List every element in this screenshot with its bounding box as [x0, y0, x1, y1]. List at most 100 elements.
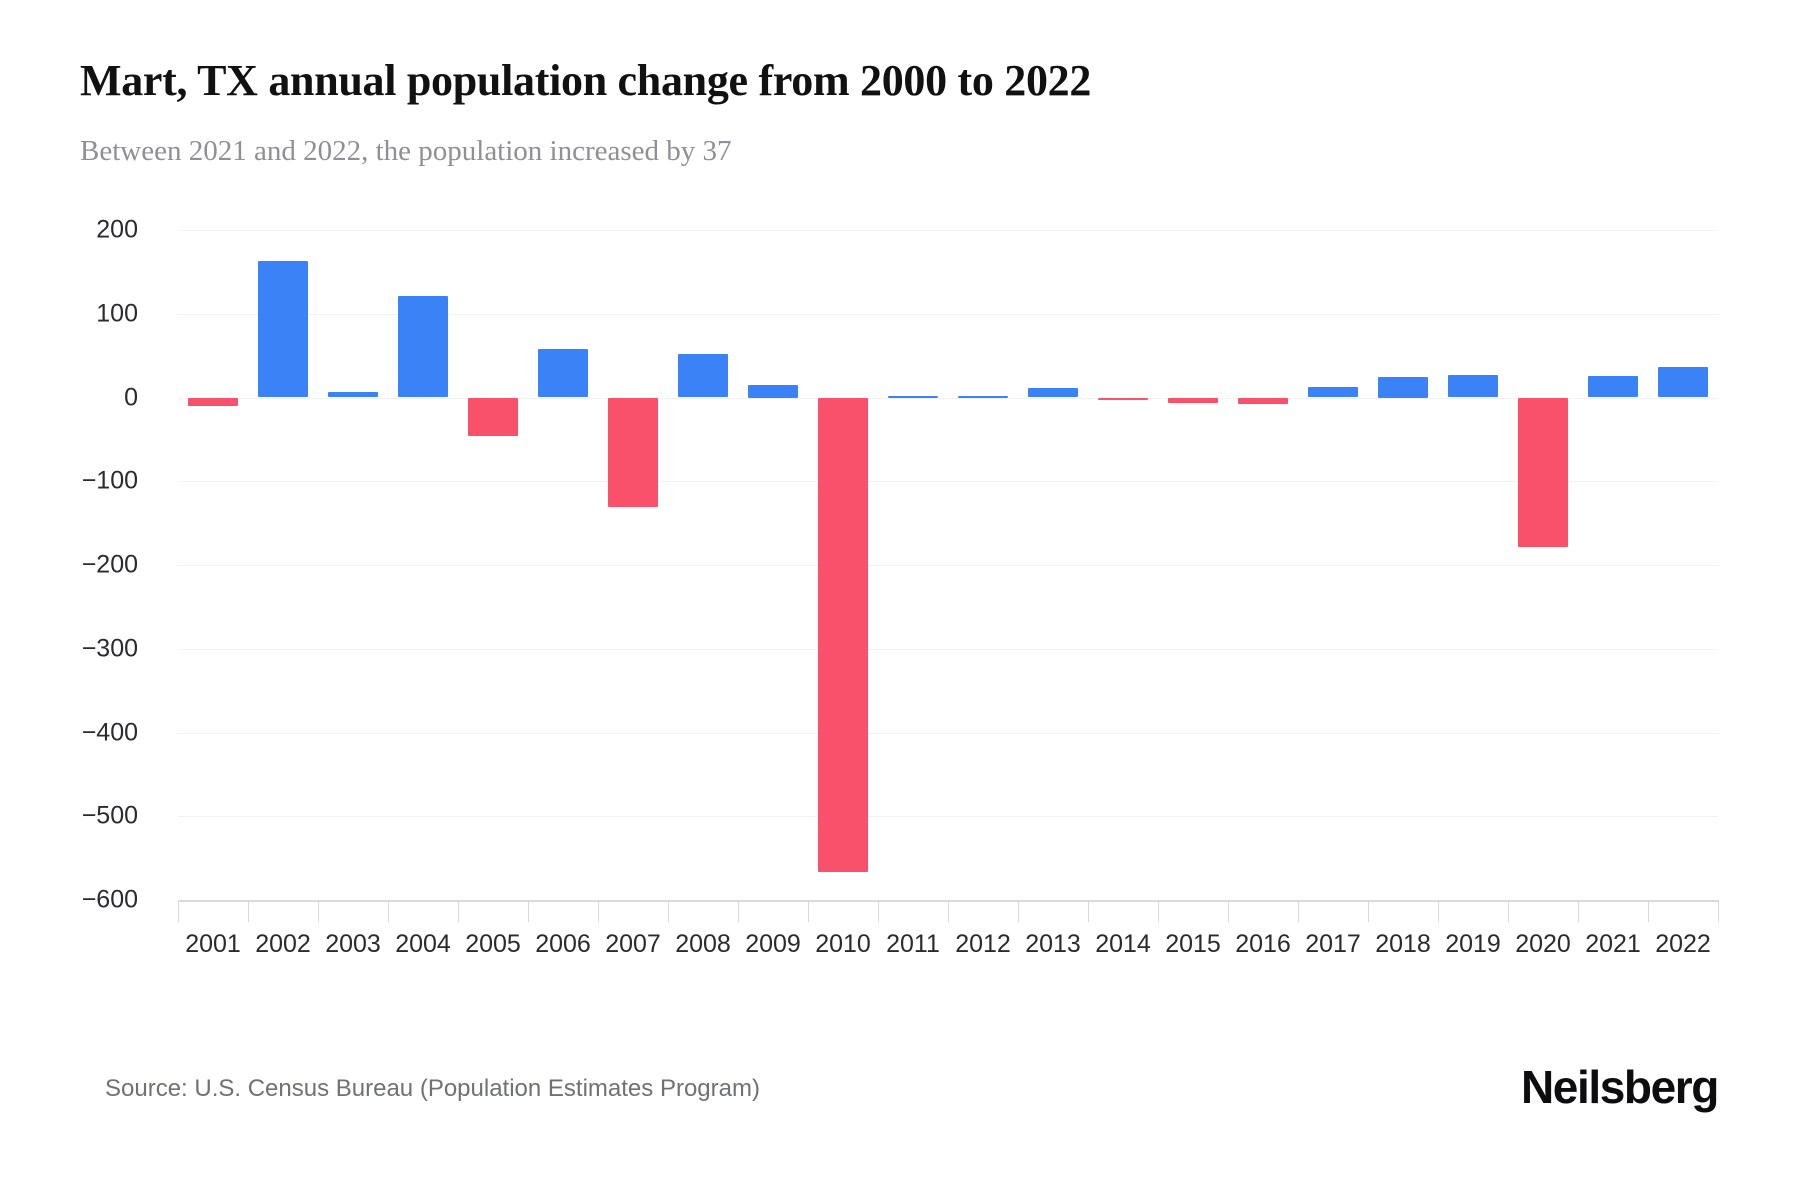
gridline — [178, 230, 1718, 231]
bar-slot[interactable] — [598, 230, 668, 900]
bar-slot[interactable] — [178, 230, 248, 900]
bar-slot[interactable] — [1508, 230, 1578, 900]
bar[interactable] — [1587, 375, 1639, 398]
bar-slot[interactable] — [668, 230, 738, 900]
bar[interactable] — [677, 353, 729, 398]
bar[interactable] — [397, 296, 449, 398]
bar-slot[interactable] — [738, 230, 808, 900]
x-axis-tick — [738, 900, 739, 922]
bar[interactable] — [607, 397, 659, 508]
x-axis-tick-label: 2018 — [1375, 930, 1431, 958]
x-axis-tick — [248, 900, 249, 922]
y-axis-tick-label: 0 — [124, 383, 138, 411]
y-axis-tick-label: −300 — [81, 634, 138, 663]
bar-slot[interactable] — [1368, 230, 1438, 900]
x-axis-tick — [1298, 900, 1299, 922]
bar[interactable] — [327, 391, 379, 398]
bar-slot[interactable] — [878, 230, 948, 900]
plot-area — [178, 230, 1718, 902]
x-axis-labels: 2001 2002 2003 2004 2005 2006 2007 2008 2009 2010… — [178, 930, 1718, 970]
x-axis-tick — [458, 900, 459, 922]
bar[interactable] — [1167, 397, 1219, 403]
bar[interactable] — [1447, 374, 1499, 398]
x-axis-tick-label: 2009 — [745, 930, 801, 958]
bar-slot[interactable] — [318, 230, 388, 900]
y-axis-tick-label: 100 — [96, 299, 138, 328]
brand-logo: Neilsberg — [1520, 1061, 1719, 1113]
x-axis-tick-label: 2015 — [1165, 930, 1221, 958]
x-axis-tick — [388, 900, 389, 922]
x-axis-tick — [1718, 900, 1719, 922]
gridline — [178, 565, 1718, 566]
source-note: Source: U.S. Census Bureau (Population E… — [105, 1075, 760, 1102]
x-axis-tick-label: 2007 — [605, 930, 661, 958]
bar-slot[interactable] — [458, 230, 528, 900]
x-axis-tick — [1438, 900, 1439, 922]
x-axis-tick-label: 2008 — [675, 930, 731, 958]
bar[interactable] — [887, 395, 939, 398]
y-axis-tick-label: −100 — [81, 466, 138, 495]
x-axis-tick-label: 2011 — [886, 930, 940, 958]
bar[interactable] — [187, 397, 239, 406]
x-axis-tick — [808, 900, 809, 922]
x-axis-tick — [1018, 900, 1019, 922]
x-axis-tick-label: 2001 — [185, 930, 241, 958]
gridline — [178, 648, 1718, 650]
x-axis-tick — [528, 900, 529, 922]
bar-slot[interactable] — [248, 230, 318, 900]
bar-slot[interactable] — [1298, 230, 1368, 900]
bar[interactable] — [1517, 397, 1569, 548]
bar[interactable] — [1307, 387, 1359, 398]
bar-slot[interactable] — [1088, 230, 1158, 900]
x-axis-tick — [598, 900, 599, 922]
bar[interactable] — [957, 395, 1009, 398]
bar[interactable] — [1657, 366, 1709, 398]
x-axis-tick-label: 2010 — [815, 930, 871, 958]
bar-slot[interactable] — [1648, 230, 1718, 900]
bar-slot[interactable] — [1438, 230, 1508, 900]
page-title: Mart, TX annual population change from 2… — [80, 56, 1092, 105]
bar-slot[interactable] — [388, 230, 458, 900]
bar[interactable] — [747, 384, 799, 398]
bar-slot[interactable] — [1578, 230, 1648, 900]
gridline — [178, 481, 1718, 483]
x-axis-tick-label: 2022 — [1655, 930, 1711, 958]
bar[interactable] — [1377, 376, 1429, 398]
bar-slot[interactable] — [808, 230, 878, 900]
x-axis-tick-label: 2003 — [325, 930, 381, 958]
x-axis-tick — [948, 900, 949, 922]
bar[interactable] — [537, 348, 589, 398]
x-axis-tick — [1088, 900, 1089, 922]
bar-slot[interactable] — [1228, 230, 1298, 900]
x-axis-tick — [1368, 900, 1369, 922]
x-axis-tick-label: 2020 — [1515, 930, 1571, 958]
bar[interactable] — [1027, 388, 1079, 398]
x-axis-ticks — [178, 900, 1719, 926]
x-axis-tick — [1158, 900, 1159, 922]
x-axis-tick — [878, 900, 879, 922]
x-axis-tick-label: 2004 — [395, 930, 451, 958]
bar[interactable] — [467, 397, 519, 437]
bar[interactable] — [817, 397, 869, 872]
x-axis-tick — [318, 900, 319, 922]
bar-slot[interactable] — [1158, 230, 1228, 900]
x-axis-tick-label: 2005 — [465, 930, 521, 958]
bar[interactable] — [1237, 397, 1289, 405]
y-axis-tick-label: −600 — [81, 885, 138, 914]
x-axis-tick — [1578, 900, 1579, 922]
y-axis-labels: 200 100 0 −100 −200 −300 −400 −500 −600 — [0, 216, 170, 914]
bar-slot[interactable] — [528, 230, 598, 900]
gridline — [178, 816, 1718, 818]
x-axis-tick-label: 2016 — [1235, 930, 1291, 958]
zero-line — [178, 397, 1718, 399]
x-axis-tick — [1508, 900, 1509, 922]
x-axis-tick — [1648, 900, 1649, 922]
bar-slot[interactable] — [948, 230, 1018, 900]
x-axis-tick-label: 2006 — [535, 930, 591, 958]
bar[interactable] — [257, 260, 309, 398]
x-axis-tick — [668, 900, 669, 922]
bar-slot[interactable] — [1018, 230, 1088, 900]
x-axis-tick-label: 2002 — [255, 930, 311, 958]
x-axis-tick-label: 2021 — [1585, 930, 1641, 958]
bar[interactable] — [1097, 397, 1149, 400]
